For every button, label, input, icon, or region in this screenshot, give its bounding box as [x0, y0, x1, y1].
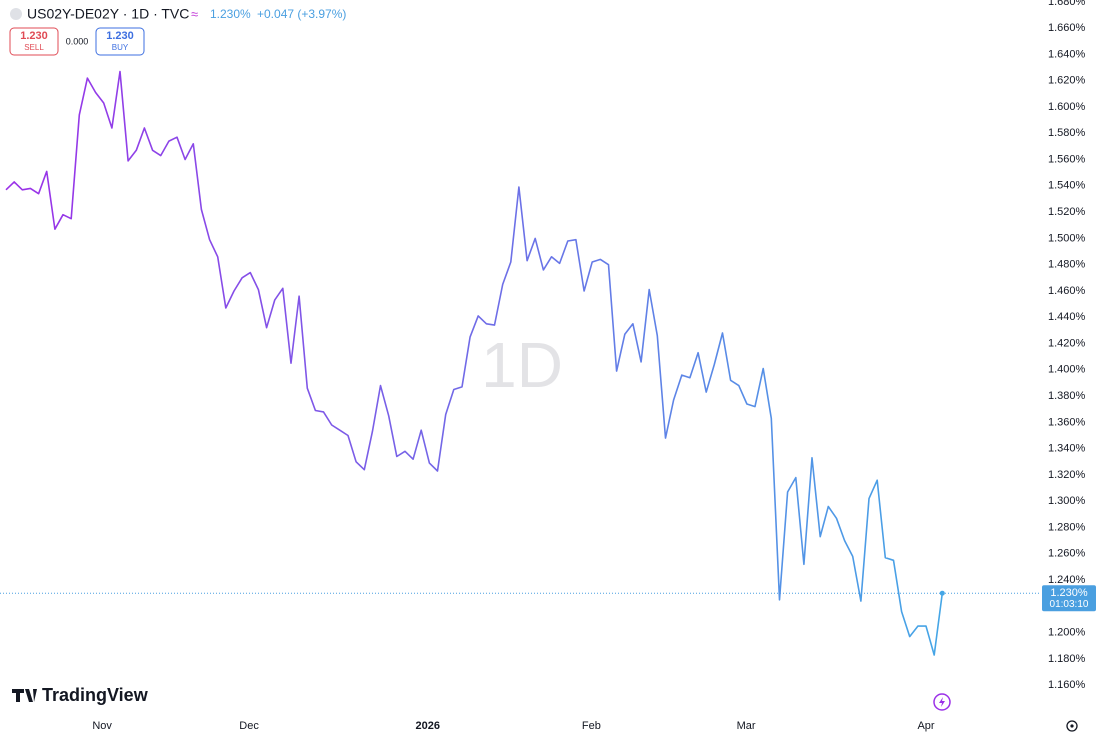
symbol: US02Y-DE02Y · 1D · TVC	[27, 6, 189, 22]
price-line-series	[5, 70, 944, 656]
y-tick-label: 1.280%	[1048, 521, 1086, 533]
y-tick-label: 1.300%	[1048, 495, 1086, 507]
settings-icon[interactable]	[1066, 720, 1078, 732]
x-tick-label: 2026	[416, 720, 440, 732]
y-tick-label: 1.360%	[1048, 416, 1086, 428]
y-tick-label: 1.620%	[1048, 75, 1086, 87]
y-tick-label: 1.660%	[1048, 22, 1086, 34]
y-tick-label: 1.500%	[1048, 232, 1086, 244]
sell-button[interactable]	[9, 27, 59, 56]
brand: TradingView	[42, 685, 149, 705]
brand-logo	[12, 689, 37, 702]
buy-label: BUY	[112, 43, 129, 52]
y-tick-label: 1.460%	[1048, 285, 1086, 297]
y-tick-label: 1.580%	[1048, 127, 1086, 139]
x-tick-label: Apr	[917, 720, 934, 732]
watermark: 1D	[481, 329, 563, 401]
y-tick-label: 1.380%	[1048, 390, 1086, 402]
buy-price: 1.230	[106, 30, 134, 42]
y-tick-label: 1.560%	[1048, 153, 1086, 165]
price-label: 1.230%	[1050, 587, 1088, 599]
x-tick-label: Nov	[92, 720, 112, 732]
alert-bolt	[939, 697, 945, 707]
y-tick-label: 1.320%	[1048, 469, 1086, 481]
feed-icon: ≈	[191, 6, 198, 21]
y-tick-label: 1.340%	[1048, 443, 1086, 455]
y-tick-label: 1.260%	[1048, 548, 1086, 560]
price-label-box	[1042, 585, 1096, 612]
x-tick-label: Feb	[582, 720, 601, 732]
sell-label: SELL	[24, 43, 44, 52]
symbol-icon	[10, 8, 22, 20]
y-tick-label: 1.600%	[1048, 101, 1086, 113]
change: +0.047 (+3.97%)	[257, 7, 346, 21]
y-tick-label: 1.520%	[1048, 206, 1086, 218]
buy-button[interactable]	[95, 27, 145, 56]
countdown: 01:03:10	[1050, 599, 1089, 610]
sell-price: 1.230	[20, 30, 48, 42]
y-tick-label: 1.680%	[1048, 0, 1086, 8]
y-tick-label: 1.180%	[1048, 653, 1086, 665]
x-tick-label: Dec	[239, 720, 259, 732]
y-tick-label: 1.640%	[1048, 48, 1086, 60]
y-tick-label: 1.200%	[1048, 627, 1086, 639]
y-tick-label: 1.160%	[1048, 679, 1086, 691]
settings-dot	[1070, 724, 1074, 728]
y-tick-label: 1.240%	[1048, 574, 1086, 586]
price: 1.230%	[210, 7, 251, 21]
last-point	[939, 590, 945, 596]
spread: 0.000	[66, 36, 89, 46]
y-tick-label: 1.420%	[1048, 337, 1086, 349]
y-tick-label: 1.440%	[1048, 311, 1086, 323]
y-tick-label: 1.480%	[1048, 259, 1086, 271]
y-tick-label: 1.540%	[1048, 180, 1086, 192]
x-tick-label: Mar	[737, 720, 756, 732]
y-tick-label: 1.400%	[1048, 364, 1086, 376]
